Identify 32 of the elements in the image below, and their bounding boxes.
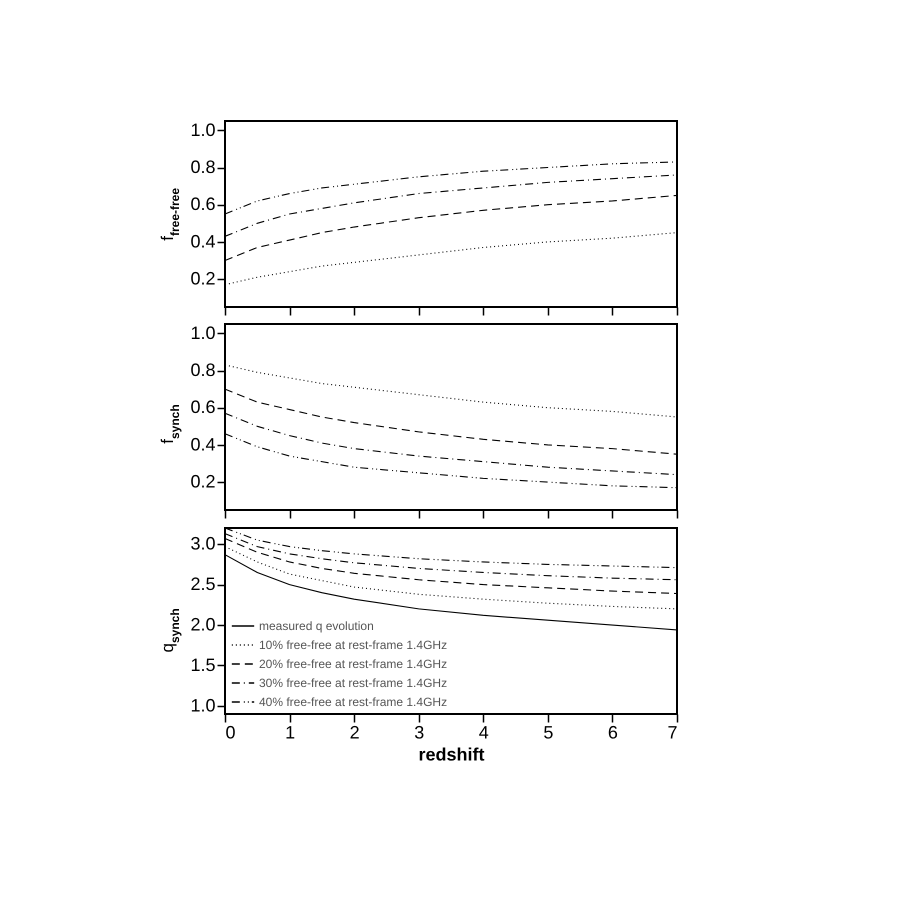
legend-label: measured q evolution (259, 619, 374, 633)
x-tick-label: 7 (667, 722, 678, 742)
y-tick-label: 0.2 (190, 268, 216, 289)
y-tick-label: 1.0 (190, 322, 216, 343)
legend-label: 10% free-free at rest-frame 1.4GHz (259, 638, 448, 652)
y-tick-label: 0.8 (190, 360, 216, 380)
y-tick-label: 1.0 (190, 695, 216, 716)
legend-label: 30% free-free at rest-frame 1.4GHz (259, 676, 448, 690)
y-axis-title: ffree-free (158, 188, 182, 241)
y-tick-label: 0.6 (190, 194, 216, 214)
y-tick-label: 3.0 (190, 534, 216, 554)
legend-label: 20% free-free at rest-frame 1.4GHz (259, 657, 448, 671)
legend-label: 40% free-free at rest-frame 1.4GHz (259, 695, 448, 709)
y-tick-label: 1.0 (190, 120, 216, 140)
y-tick-label: 0.2 (190, 472, 216, 492)
x-axis-title: redshift (418, 744, 485, 764)
y-axis-title: qsynch (158, 608, 182, 652)
x-tick-label: 4 (478, 722, 489, 742)
x-tick-label: 1 (285, 722, 296, 742)
y-tick-label: 0.6 (190, 397, 216, 418)
x-tick-label: 2 (350, 722, 360, 742)
y-tick-label: 1.5 (190, 654, 216, 675)
x-tick-label: 5 (543, 722, 554, 742)
x-tick-label: 0 (226, 722, 236, 742)
y-tick-label: 0.8 (190, 157, 216, 177)
x-tick-label: 3 (414, 722, 424, 742)
y-tick-label: 2.0 (190, 614, 216, 635)
y-tick-label: 0.4 (190, 231, 216, 252)
y-tick-label: 2.5 (190, 574, 216, 594)
y-axis-title: fsynch (158, 404, 182, 444)
y-tick-label: 0.4 (190, 434, 216, 454)
x-tick-label: 6 (608, 722, 618, 742)
